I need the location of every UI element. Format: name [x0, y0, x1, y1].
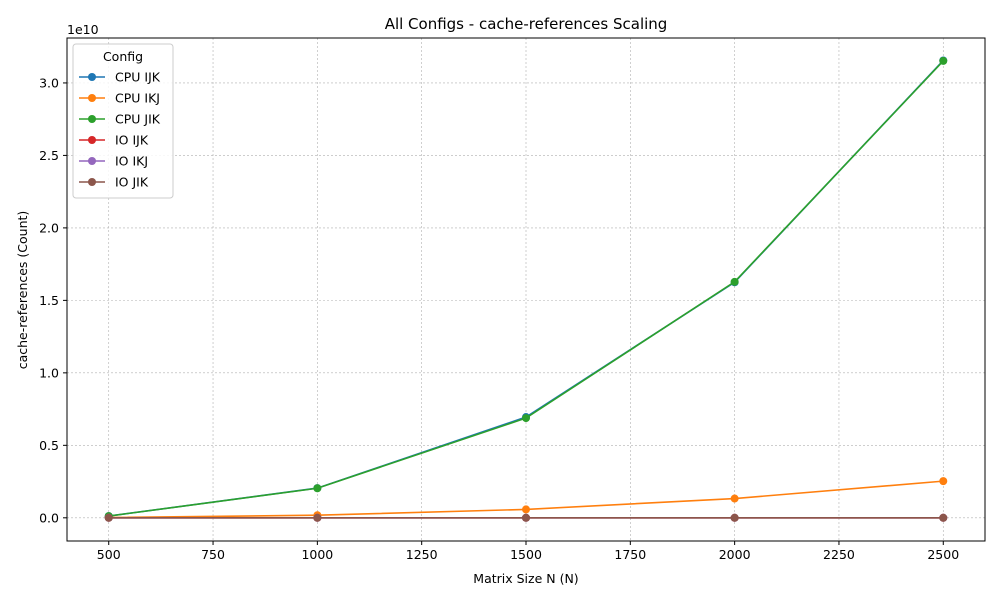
- series-io-jik: [104, 513, 948, 522]
- legend-marker-swatch: [88, 136, 96, 144]
- series-layer: [104, 56, 948, 522]
- legend-item-cpu-ijk: CPU IJK: [79, 70, 161, 85]
- y-tick-label: 3.0: [39, 75, 59, 90]
- legend-label: CPU IJK: [115, 70, 161, 85]
- x-tick-label: 500: [97, 547, 121, 562]
- x-tick-label: 1000: [301, 547, 333, 562]
- data-point-io-jik: [104, 513, 113, 522]
- legend-item-cpu-jik: CPU JIK: [79, 112, 161, 127]
- legend-title: Config: [103, 49, 143, 64]
- legend-label: IO IKJ: [115, 154, 148, 169]
- legend: Config CPU IJK CPU IKJ CPU JIK IO IJK IO IKJ…: [72, 43, 174, 199]
- data-point-cpu-ikj: [522, 505, 530, 514]
- legend-marker-swatch: [88, 73, 96, 81]
- x-tick-label: 2000: [719, 547, 751, 562]
- x-tick-label: 1500: [510, 547, 542, 562]
- legend-label: CPU JIK: [115, 112, 161, 127]
- legend-marker-swatch: [88, 94, 96, 102]
- grid-lines: [67, 38, 985, 541]
- y-axis-label: cache-references (Count): [15, 211, 30, 370]
- legend-box: [72, 43, 174, 199]
- data-point-cpu-jik: [730, 277, 739, 286]
- y-offset-label: 1e10: [67, 22, 99, 37]
- axes: 500 750 1000 1250 1500 1750 2000 2250 2500 0.0 0.5…: [39, 75, 959, 562]
- data-point-cpu-jik: [522, 414, 530, 423]
- x-tick-label: 2250: [823, 547, 855, 562]
- x-axis-label: Matrix Size N (N): [473, 571, 578, 586]
- data-point-cpu-ikj: [730, 494, 739, 503]
- y-tick-label: 2.0: [39, 220, 59, 235]
- data-point-io-jik: [522, 513, 530, 522]
- legend-marker-swatch: [88, 157, 96, 165]
- y-tick-label: 0.5: [39, 438, 59, 453]
- legend-marker-swatch: [88, 178, 96, 186]
- y-tick-label: 2.5: [39, 148, 59, 163]
- data-point-io-jik: [939, 513, 948, 522]
- y-tick-label: 0.0: [39, 510, 59, 525]
- y-tick-label: 1.5: [39, 293, 59, 308]
- legend-item-cpu-ikj: CPU IKJ: [79, 91, 160, 106]
- legend-label: IO IJK: [115, 133, 149, 148]
- data-point-cpu-jik: [939, 56, 948, 65]
- legend-label: IO JIK: [115, 175, 149, 190]
- x-tick-label: 1250: [406, 547, 438, 562]
- legend-label: CPU IKJ: [115, 91, 160, 106]
- chart-title: All Configs - cache-references Scaling: [385, 15, 668, 33]
- legend-item-io-ijk: IO IJK: [79, 133, 149, 148]
- data-point-io-jik: [313, 513, 322, 522]
- data-point-cpu-ikj: [939, 477, 948, 486]
- data-point-cpu-jik: [313, 484, 322, 493]
- legend-item-io-ikj: IO IKJ: [79, 154, 148, 169]
- x-tick-label: 750: [201, 547, 225, 562]
- legend-items: CPU IJK CPU IKJ CPU JIK IO IJK IO IKJ IO JIK: [79, 70, 161, 190]
- plot-area-frame: [66, 37, 986, 542]
- legend-marker-swatch: [88, 115, 96, 123]
- x-tick-label: 2500: [927, 547, 959, 562]
- y-tick-label: 1.0: [39, 365, 59, 380]
- x-tick-label: 1750: [614, 547, 646, 562]
- data-point-io-jik: [730, 513, 739, 522]
- legend-item-io-jik: IO JIK: [79, 175, 149, 190]
